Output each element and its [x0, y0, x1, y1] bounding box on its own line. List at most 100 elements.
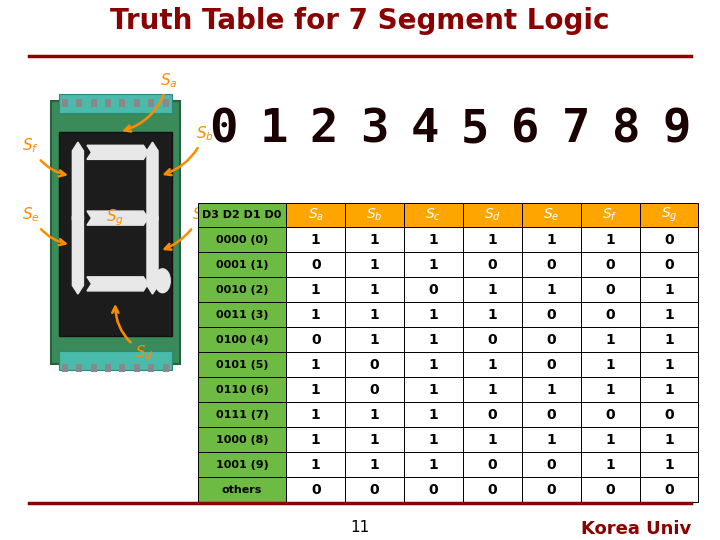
Text: 1: 1 — [370, 433, 379, 447]
Text: 1: 1 — [370, 258, 379, 272]
Text: $S_a$: $S_a$ — [307, 207, 324, 223]
Bar — [463, 302, 522, 327]
Text: 4: 4 — [410, 107, 439, 152]
Bar — [287, 252, 345, 278]
Bar — [522, 302, 580, 327]
Bar — [404, 427, 463, 452]
Text: 0: 0 — [370, 483, 379, 497]
Text: 8: 8 — [612, 107, 641, 152]
Bar — [345, 227, 404, 252]
Text: 0: 0 — [487, 408, 498, 422]
Text: 1: 1 — [428, 308, 438, 322]
Bar — [163, 99, 168, 107]
Bar — [463, 202, 522, 227]
Text: 1: 1 — [606, 458, 615, 472]
Bar — [580, 453, 639, 477]
Text: 1: 1 — [311, 458, 320, 472]
Text: 0: 0 — [606, 308, 615, 322]
Text: 1: 1 — [487, 358, 498, 372]
Bar — [404, 278, 463, 302]
FancyBboxPatch shape — [59, 351, 171, 370]
Text: 1: 1 — [606, 333, 615, 347]
Text: 1: 1 — [487, 383, 498, 397]
Bar — [198, 227, 287, 252]
Polygon shape — [147, 142, 158, 228]
Bar — [345, 402, 404, 427]
Text: others: others — [222, 485, 262, 495]
Text: 1: 1 — [546, 433, 556, 447]
Text: 1: 1 — [664, 458, 674, 472]
Text: $S_f$: $S_f$ — [22, 137, 66, 177]
Text: 1: 1 — [428, 258, 438, 272]
Bar — [134, 99, 140, 107]
Text: 0: 0 — [606, 408, 615, 422]
Text: 1: 1 — [311, 283, 320, 297]
Text: 0: 0 — [606, 283, 615, 297]
Bar — [580, 477, 639, 502]
Text: 0: 0 — [606, 258, 615, 272]
Bar — [287, 327, 345, 352]
Bar — [463, 402, 522, 427]
Bar — [522, 202, 580, 227]
Bar — [639, 352, 698, 377]
Text: $S_a$: $S_a$ — [125, 71, 177, 131]
Bar — [404, 352, 463, 377]
Bar — [287, 453, 345, 477]
Bar — [287, 352, 345, 377]
Text: 0: 0 — [546, 408, 556, 422]
Bar — [62, 364, 68, 372]
Text: 0: 0 — [209, 107, 238, 152]
Text: 1: 1 — [428, 358, 438, 372]
Text: 0100 (4): 0100 (4) — [216, 335, 269, 345]
Text: 0: 0 — [664, 233, 674, 247]
Text: D3 D2 D1 D0: D3 D2 D1 D0 — [202, 210, 282, 220]
Bar — [62, 99, 68, 107]
Polygon shape — [87, 211, 148, 225]
Text: $S_g$: $S_g$ — [661, 206, 678, 224]
Text: 1: 1 — [664, 383, 674, 397]
Text: 1: 1 — [606, 383, 615, 397]
Bar — [345, 427, 404, 452]
Text: 0: 0 — [664, 258, 674, 272]
Text: $S_b$: $S_b$ — [366, 207, 383, 223]
Bar — [463, 252, 522, 278]
Text: 0011 (3): 0011 (3) — [216, 310, 269, 320]
Bar — [522, 427, 580, 452]
Text: 6: 6 — [511, 107, 540, 152]
Bar — [580, 402, 639, 427]
Bar — [580, 202, 639, 227]
Text: 1: 1 — [311, 433, 320, 447]
Text: 0: 0 — [487, 458, 498, 472]
Bar — [404, 327, 463, 352]
Text: 0: 0 — [428, 483, 438, 497]
Bar — [522, 278, 580, 302]
Bar — [522, 377, 580, 402]
Bar — [522, 402, 580, 427]
Text: 0: 0 — [546, 483, 556, 497]
Bar — [522, 352, 580, 377]
Text: $S_d$: $S_d$ — [484, 207, 501, 223]
Bar — [580, 252, 639, 278]
Bar — [287, 402, 345, 427]
Bar — [404, 252, 463, 278]
Text: 7: 7 — [562, 107, 590, 152]
Bar — [463, 377, 522, 402]
Bar — [198, 427, 287, 452]
FancyBboxPatch shape — [59, 132, 171, 335]
Text: 11: 11 — [351, 519, 369, 535]
Bar — [120, 99, 125, 107]
Bar — [198, 252, 287, 278]
Text: 1: 1 — [428, 433, 438, 447]
Text: 1: 1 — [259, 107, 288, 152]
Bar — [522, 252, 580, 278]
Text: 1: 1 — [664, 333, 674, 347]
Bar — [198, 202, 287, 227]
Text: $S_e$: $S_e$ — [22, 206, 66, 245]
Bar — [287, 202, 345, 227]
Text: 3: 3 — [360, 107, 389, 152]
Text: 1: 1 — [606, 433, 615, 447]
Text: $S_c$: $S_c$ — [165, 206, 210, 249]
Bar — [639, 453, 698, 477]
Text: 0000 (0): 0000 (0) — [216, 235, 269, 245]
Bar — [639, 302, 698, 327]
